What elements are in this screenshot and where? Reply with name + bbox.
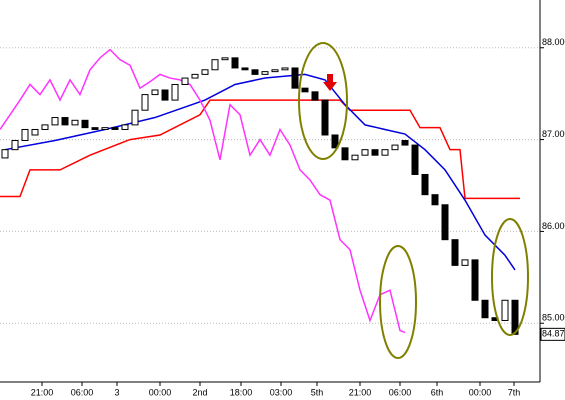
x-tick-label: 2nd: [192, 387, 207, 397]
highlight-ellipse: [379, 245, 417, 359]
indicator-line: [0, 48, 406, 334]
candle: [81, 119, 89, 129]
candle: [151, 89, 159, 96]
last-price-box: [540, 327, 565, 341]
x-tick-label: 21:00: [31, 387, 54, 397]
candle: [361, 149, 369, 156]
candle: [271, 69, 279, 73]
candle: [461, 259, 469, 266]
candle: [371, 149, 379, 156]
x-tick-label: 21:00: [349, 387, 372, 397]
candle: [51, 117, 59, 126]
candle: [251, 69, 259, 75]
candle: [231, 57, 239, 69]
x-tick-label: 00:00: [469, 387, 492, 397]
indicator-line: [4, 73, 516, 271]
down-arrow: [323, 74, 337, 91]
candle: [401, 139, 409, 146]
candle: [321, 99, 329, 136]
x-tick-label: 5th: [311, 387, 324, 397]
candle: [381, 149, 389, 156]
candle: [1, 149, 9, 159]
highlight-ellipse: [298, 42, 348, 160]
highlight-ellipse: [491, 218, 529, 336]
candle: [431, 194, 439, 206]
candle: [311, 91, 319, 101]
candle: [161, 89, 169, 101]
candle: [101, 127, 109, 130]
y-tick-label: 86.000: [542, 221, 565, 231]
candle: [261, 71, 269, 75]
candle: [41, 124, 49, 130]
candle: [181, 77, 189, 85]
x-tick-label: 7th: [508, 387, 521, 397]
candle: [61, 117, 69, 126]
candle: [91, 127, 99, 130]
candle: [191, 73, 199, 79]
candle: [71, 119, 79, 126]
candle: [301, 87, 309, 93]
candle: [341, 147, 349, 161]
candle: [501, 299, 509, 321]
x-tick-label: 6th: [431, 387, 444, 397]
candle: [291, 67, 299, 89]
candle: [121, 124, 129, 130]
candle: [11, 139, 19, 151]
candle: [211, 59, 219, 71]
x-tick-label: 03:00: [270, 387, 293, 397]
candle: [471, 259, 479, 301]
candle: [421, 173, 429, 196]
candle: [221, 57, 229, 61]
last-price-label: 84.879: [542, 329, 565, 339]
candle: [451, 239, 459, 266]
candle: [411, 144, 419, 175]
candle: [511, 299, 519, 335]
candle: [441, 204, 449, 241]
candle: [331, 134, 339, 149]
candle: [141, 94, 149, 111]
x-tick-label: 06:00: [71, 387, 94, 397]
y-tick-label: 85.000: [542, 313, 565, 323]
x-tick-label: 3: [114, 387, 119, 397]
candle: [481, 299, 489, 319]
candle: [31, 128, 39, 136]
candle: [111, 127, 119, 130]
plot-area: [0, 47, 540, 335]
y-tick-label: 88.000: [542, 37, 565, 47]
candle: [241, 67, 249, 71]
y-tick-label: 87.000: [542, 129, 565, 139]
candle: [171, 83, 179, 101]
candle: [391, 144, 399, 151]
candle: [281, 67, 289, 71]
candle: [131, 109, 139, 126]
candle: [351, 154, 359, 161]
x-tick-label: 00:00: [149, 387, 172, 397]
x-tick-label: 18:00: [230, 387, 253, 397]
candle: [201, 69, 209, 75]
candle: [21, 128, 29, 141]
indicator-line: [0, 99, 520, 200]
x-tick-label: 06:00: [389, 387, 412, 397]
